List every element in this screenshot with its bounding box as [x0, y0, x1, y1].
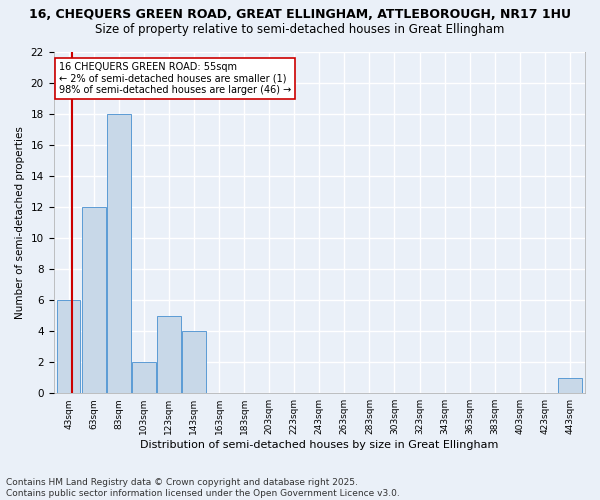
Text: Contains HM Land Registry data © Crown copyright and database right 2025.
Contai: Contains HM Land Registry data © Crown c…	[6, 478, 400, 498]
Bar	[558, 378, 582, 393]
Bar	[107, 114, 131, 393]
Bar	[157, 316, 181, 393]
X-axis label: Distribution of semi-detached houses by size in Great Ellingham: Distribution of semi-detached houses by …	[140, 440, 499, 450]
Text: 16 CHEQUERS GREEN ROAD: 55sqm
← 2% of semi-detached houses are smaller (1)
98% o: 16 CHEQUERS GREEN ROAD: 55sqm ← 2% of se…	[59, 62, 291, 95]
Bar	[182, 331, 206, 393]
Bar	[82, 207, 106, 393]
Y-axis label: Number of semi-detached properties: Number of semi-detached properties	[15, 126, 25, 319]
Text: Size of property relative to semi-detached houses in Great Ellingham: Size of property relative to semi-detach…	[95, 22, 505, 36]
Bar	[132, 362, 155, 393]
Bar	[56, 300, 80, 393]
Text: 16, CHEQUERS GREEN ROAD, GREAT ELLINGHAM, ATTLEBOROUGH, NR17 1HU: 16, CHEQUERS GREEN ROAD, GREAT ELLINGHAM…	[29, 8, 571, 20]
